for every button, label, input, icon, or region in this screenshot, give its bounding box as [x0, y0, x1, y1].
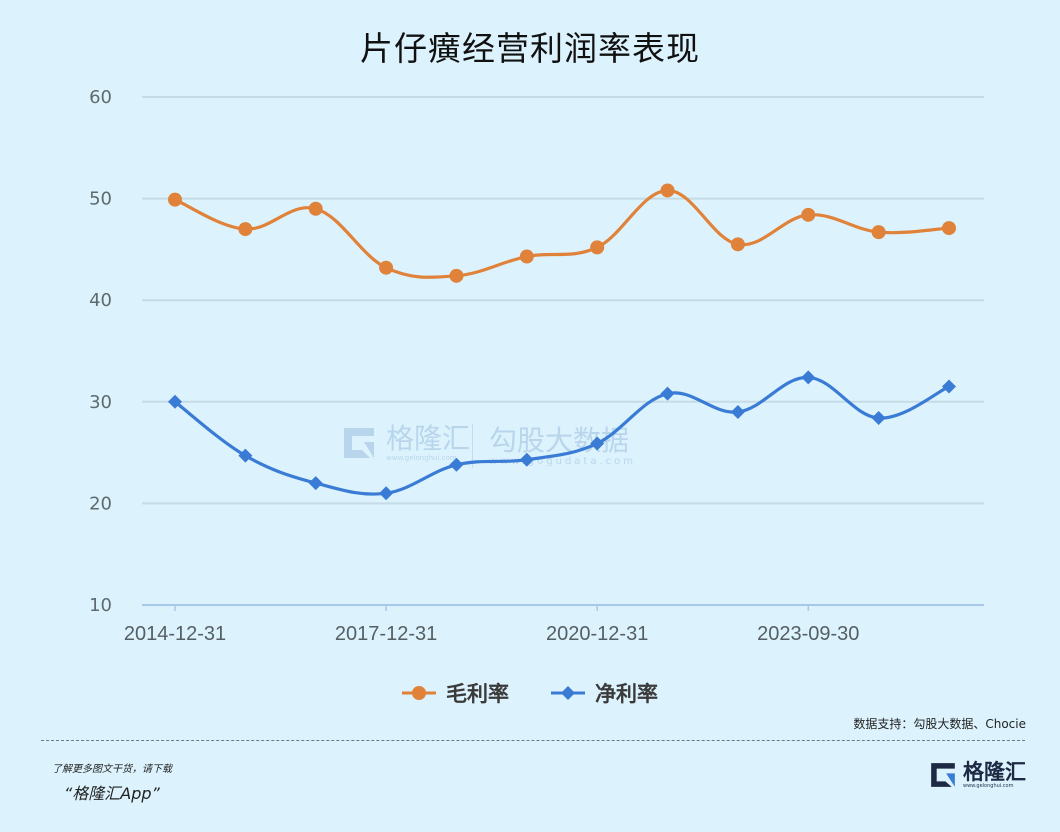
blue-diamond-marker-icon	[551, 686, 585, 700]
data-point-circle	[660, 183, 675, 198]
data-point-diamond	[942, 379, 956, 394]
promo-app-name: “格隆汇App”	[64, 784, 160, 803]
x-tick-label: 2014-12-31	[124, 623, 226, 645]
legend: 毛利率 净利率	[0, 678, 1060, 708]
data-point-diamond	[660, 386, 675, 401]
y-tick-label: 60	[89, 87, 112, 108]
y-tick-label: 50	[89, 189, 112, 210]
data-point-circle	[801, 207, 816, 222]
data-point-diamond	[449, 457, 464, 472]
data-source: 数据支持：勾股大数据、Chocie	[853, 717, 1026, 731]
legend-item-gross[interactable]: 毛利率	[402, 678, 509, 708]
data-point-diamond	[238, 448, 253, 463]
data-point-diamond	[168, 394, 182, 409]
logo-name: 格隆汇	[963, 760, 1026, 784]
gelonghui-logo-icon	[344, 428, 374, 458]
x-tick-label: 2020-12-31	[546, 623, 648, 645]
data-point-circle	[308, 201, 323, 216]
data-point-diamond	[519, 452, 534, 467]
gelonghui-logo-icon	[931, 763, 955, 787]
data-point-circle	[871, 225, 886, 240]
data-point-diamond	[801, 370, 816, 385]
gelonghui-logo: 格隆汇 www.gelonghui.com	[928, 760, 1026, 790]
x-tick-label: 2017-12-31	[335, 623, 437, 645]
data-point-circle	[379, 260, 394, 275]
x-tick-label: 2023-09-30	[757, 623, 859, 645]
watermark-brand1: 格隆汇	[386, 422, 471, 455]
watermark-brand2-url: www.gogudata.com	[489, 455, 637, 467]
y-tick-label: 20	[89, 493, 112, 514]
watermark-gelonghui: 格隆汇 www.gelonghui.com	[340, 424, 470, 462]
data-point-circle	[238, 222, 253, 237]
legend-label-gross: 毛利率	[446, 682, 509, 706]
data-point-diamond	[871, 411, 886, 426]
data-point-diamond	[308, 476, 323, 491]
y-tick-label: 40	[89, 290, 112, 311]
y-tick-label: 30	[89, 392, 112, 413]
data-point-circle	[519, 249, 534, 264]
chart-title: 片仔癀经营利润率表现	[360, 29, 700, 68]
orange-circle-marker-icon	[402, 686, 436, 700]
net-margin-line	[174, 375, 950, 496]
data-point-circle	[168, 192, 182, 207]
watermark-brand1-url: www.gelonghui.com	[386, 454, 457, 462]
gross-margin-line	[174, 188, 950, 279]
line-chart: 10 20 30 40 50 60 2014-12-31 2017-12-31 2020-12-…	[89, 87, 984, 645]
footer-divider	[41, 740, 1025, 741]
data-point-circle	[449, 268, 464, 283]
data-point-diamond	[730, 404, 745, 419]
data-point-circle	[942, 221, 956, 236]
legend-label-net: 净利率	[595, 682, 658, 706]
y-tick-label: 10	[89, 595, 112, 616]
data-point-circle	[590, 240, 605, 255]
promo-text: 了解更多图文干货，请下载	[52, 764, 172, 775]
data-point-circle	[730, 237, 745, 252]
data-point-diamond	[379, 486, 394, 501]
logo-url: www.gelonghui.com	[963, 783, 1014, 789]
legend-item-net[interactable]: 净利率	[551, 678, 658, 708]
data-point-diamond	[590, 436, 605, 451]
